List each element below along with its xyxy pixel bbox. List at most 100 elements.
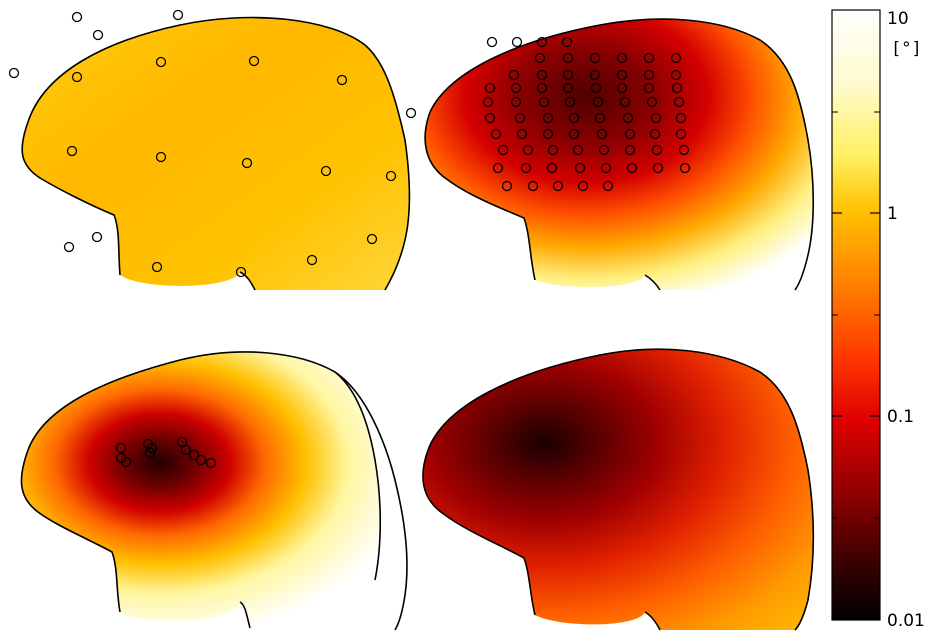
electrode-marker [172, 9, 184, 21]
electrode-marker [649, 128, 661, 140]
electrode-marker [144, 447, 156, 459]
panel-bottom-right-outline-chin [422, 449, 536, 616]
electrode-marker [484, 112, 496, 124]
electrode-marker [564, 96, 576, 108]
electrode-marker [552, 180, 564, 192]
electrode-marker [675, 112, 687, 124]
panel-top-left-outline [27, 16, 411, 291]
electrode-marker [527, 180, 539, 192]
electrode-marker [536, 36, 548, 48]
electrode-marker [624, 128, 636, 140]
electrode-marker [484, 82, 496, 94]
electrode-marker [188, 449, 200, 461]
electrode-marker [180, 444, 192, 456]
electrode-marker [534, 52, 546, 64]
electrode-marker [602, 180, 614, 192]
electrode-marker [241, 157, 253, 169]
electrode-marker [385, 170, 397, 182]
electrode-marker [520, 162, 532, 174]
electrode-marker [320, 165, 332, 177]
electrode-marker [492, 162, 504, 174]
electrode-marker [501, 180, 513, 192]
electrode-marker [562, 82, 574, 94]
electrode-marker [151, 261, 163, 273]
panel-bottom-left-electrodes [115, 436, 217, 469]
electrode-marker [670, 52, 682, 64]
electrode-marker [572, 144, 584, 156]
electrode-marker [538, 96, 550, 108]
colorbar: 10 [°] 1 0.1 0.01 [831, 9, 925, 631]
panel-top-right-outline-chin [424, 111, 536, 281]
panel-bottom-left [20, 351, 408, 631]
electrode-marker [651, 144, 663, 156]
electrode-marker [542, 128, 554, 140]
electrode-marker [589, 69, 601, 81]
electrode-marker [624, 144, 636, 156]
electrode-marker [594, 112, 606, 124]
electrode-marker [547, 144, 559, 156]
electrode-marker [536, 69, 548, 81]
colorbar-tick-0.1: 0.1 [887, 407, 914, 427]
electrode-marker [155, 56, 167, 68]
electrode-marker [598, 144, 610, 156]
electrode-marker [235, 266, 247, 278]
electrode-marker [589, 52, 601, 64]
electrode-marker [63, 241, 75, 253]
panel-top-right-outline-neck [644, 274, 661, 291]
electrode-marker [679, 162, 691, 174]
electrode-marker [650, 112, 662, 124]
electrode-marker [306, 254, 318, 266]
electrode-marker [546, 162, 558, 174]
electrode-marker [673, 96, 685, 108]
panel-bottom-left-outline-neck [239, 601, 251, 629]
electrode-marker [616, 69, 628, 81]
electrode-marker [568, 112, 580, 124]
electrode-marker [248, 55, 260, 67]
electrode-marker [622, 112, 634, 124]
electrode-marker [510, 82, 522, 94]
electrode-marker [678, 144, 690, 156]
electrode-marker [643, 82, 655, 94]
electrode-marker [600, 162, 612, 174]
electrode-marker [195, 454, 207, 466]
electrode-marker [670, 69, 682, 81]
electrode-marker [522, 144, 534, 156]
electrode-marker [91, 231, 103, 243]
panel-bottom-left-outline-back [334, 371, 408, 631]
electrode-marker [510, 96, 522, 108]
panel-top-left [8, 9, 417, 291]
electrode-marker [643, 52, 655, 64]
colorbar-unit: [°] [891, 39, 922, 59]
electrode-marker [71, 11, 83, 23]
electrode-marker [562, 69, 574, 81]
colorbar-tick-1: 1 [887, 204, 898, 224]
electrode-marker [8, 67, 20, 79]
electrode-marker [626, 162, 638, 174]
panel-bottom-left-outline [27, 351, 382, 581]
electrode-marker [616, 52, 628, 64]
electrode-marker [176, 436, 188, 448]
panel-top-right [424, 18, 815, 291]
panel-bottom-right-map [422, 349, 814, 630]
electrode-marker [486, 36, 498, 48]
electrode-marker [514, 112, 526, 124]
electrode-marker [508, 69, 520, 81]
electrode-marker [205, 457, 217, 469]
colorbar-minor-ticks [832, 111, 880, 519]
electrode-marker [120, 456, 132, 468]
panel-bottom-right-outline-neck [644, 611, 661, 631]
electrode-marker [155, 151, 167, 163]
electrode-marker [592, 96, 604, 108]
electrode-marker [562, 52, 574, 64]
colorbar-major-ticks [832, 212, 880, 417]
electrode-marker [115, 442, 127, 454]
panel-top-right-electrodes [482, 36, 691, 192]
electrode-marker [490, 128, 502, 140]
panel-top-left-outline-neck [239, 271, 256, 291]
electrode-marker [542, 112, 554, 124]
panel-bottom-left-map [21, 351, 381, 628]
panel-bottom-right-outline [427, 348, 815, 631]
panel-bottom-left-outline-chin [20, 449, 121, 613]
electrode-marker [561, 36, 573, 48]
